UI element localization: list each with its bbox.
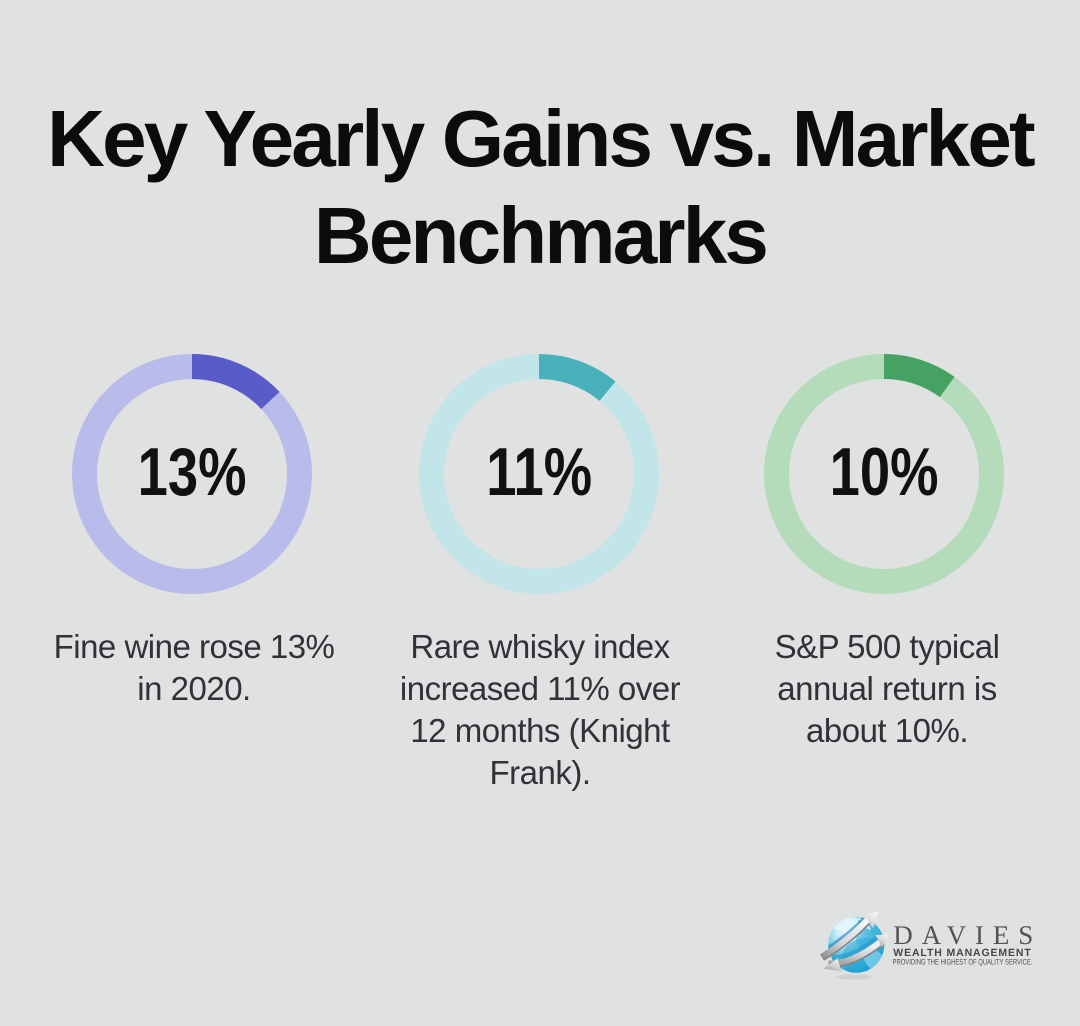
svg-text:WEALTH MANAGEMENT: WEALTH MANAGEMENT — [893, 947, 1031, 959]
svg-text:DAVIES: DAVIES — [893, 920, 1033, 950]
svg-text:PROVIDING THE HIGHEST OF QUALI: PROVIDING THE HIGHEST OF QUALITY SERVICE… — [893, 958, 1033, 967]
